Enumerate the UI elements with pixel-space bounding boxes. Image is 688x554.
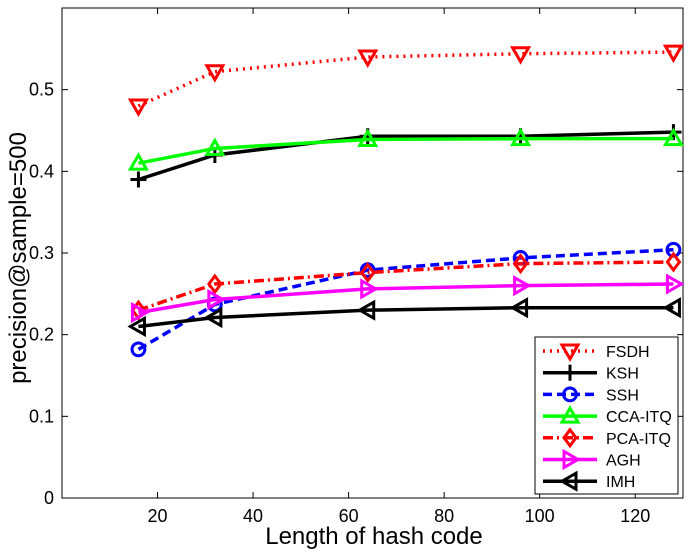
data-point-agh — [513, 275, 532, 297]
y-tick-label: 0.3 — [29, 243, 54, 263]
y-tick-label: 0.2 — [29, 325, 54, 345]
data-point-pca-itq — [665, 251, 682, 273]
legend-label: KSH — [606, 366, 639, 383]
legend-entry: FSDH — [543, 343, 650, 363]
legend-marker — [558, 470, 578, 492]
y-axis-label: precision@sample=500 — [5, 132, 32, 384]
data-point-agh — [360, 278, 379, 300]
data-point-pca-itq — [359, 262, 376, 284]
x-axis-label: Length of hash code — [265, 523, 483, 550]
x-tick-label: 20 — [148, 506, 168, 526]
x-tick-label: 60 — [339, 506, 359, 526]
data-point-pca-itq — [206, 273, 223, 295]
legend-label: PCA-ITQ — [606, 431, 671, 448]
data-point-agh — [130, 302, 150, 324]
data-point-imh — [356, 299, 376, 321]
series-agh — [130, 273, 685, 324]
legend-label: AGH — [606, 453, 641, 470]
series-line-pca-itq — [137, 260, 674, 312]
legend-marker — [562, 427, 578, 449]
data-point-agh — [207, 288, 226, 311]
legend-marker — [562, 448, 582, 471]
y-tick-label: 0.1 — [29, 406, 54, 426]
x-tick-label: 120 — [620, 506, 650, 526]
series-line-imh — [138, 305, 674, 329]
series-line-agh — [138, 282, 674, 315]
y-tick-label: 0.5 — [29, 80, 54, 100]
data-point-fsdh — [509, 46, 532, 65]
data-point-agh — [665, 273, 685, 295]
legend-entry: AGH — [543, 448, 641, 471]
data-point-fsdh — [357, 49, 379, 69]
legend-entry: PCA-ITQ — [543, 427, 671, 449]
data-point-cca-itq — [127, 152, 150, 171]
series-cca-itq — [127, 127, 685, 171]
x-axis: 20 40 60 80 100 120 — [148, 8, 650, 526]
data-point-cca-itq — [509, 127, 532, 147]
legend-marker — [562, 364, 578, 381]
data-point-imh — [203, 306, 223, 329]
data-point-fsdh — [127, 98, 150, 118]
data-point-pca-itq — [512, 253, 529, 275]
series-line-fsdh — [137, 50, 674, 108]
legend-entry: IMH — [543, 470, 635, 492]
y-axis: 0 0.1 0.2 0.3 0.4 0.5 — [29, 80, 683, 508]
series-imh — [127, 297, 681, 338]
series-pca-itq — [130, 251, 682, 321]
series-line-cca-itq — [138, 136, 674, 165]
legend-marker — [562, 386, 578, 403]
data-point-ksh — [130, 171, 147, 188]
y-tick-label: 0.4 — [29, 161, 54, 181]
data-point-imh — [509, 297, 529, 319]
y-tick-label: 0 — [44, 488, 54, 508]
legend-label: CCA-ITQ — [606, 409, 672, 426]
data-point-cca-itq — [357, 128, 379, 147]
data-point-ssh — [130, 341, 147, 358]
legend-entry: CCA-ITQ — [543, 405, 672, 426]
data-point-imh — [662, 297, 681, 319]
series-layer — [127, 44, 685, 358]
legend-marker — [559, 343, 581, 363]
data-point-imh — [127, 315, 146, 338]
data-point-cca-itq — [204, 137, 226, 156]
data-point-cca-itq — [662, 127, 685, 147]
data-point-fsdh — [204, 64, 226, 83]
legend-entry: KSH — [543, 364, 639, 383]
legend-label: SSH — [606, 387, 639, 404]
x-tick-label: 80 — [434, 506, 454, 526]
x-tick-label: 100 — [525, 506, 555, 526]
data-point-fsdh — [662, 44, 685, 64]
x-tick-label: 40 — [243, 506, 263, 526]
legend-marker — [559, 405, 581, 424]
legend: FSDH KSH SSH CCA-ITQ PCA-ITQ AGH IMH — [534, 336, 679, 495]
legend-label: IMH — [606, 474, 635, 491]
legend-entry: SSH — [543, 386, 639, 404]
series-fsdh — [127, 44, 685, 118]
legend-label: FSDH — [606, 344, 650, 361]
